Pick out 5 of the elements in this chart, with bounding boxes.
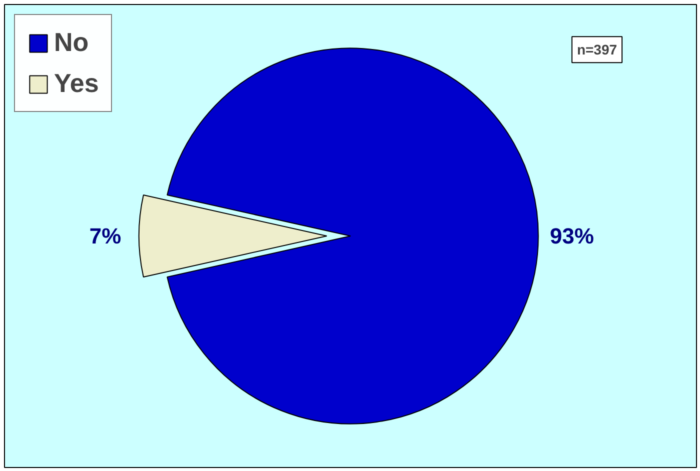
text: n=397	[576, 42, 618, 58]
legend-label: Yes	[54, 68, 99, 99]
data-label: 7%	[89, 224, 122, 248]
data-label: 93%	[550, 224, 594, 248]
legend-label: No	[54, 27, 89, 58]
